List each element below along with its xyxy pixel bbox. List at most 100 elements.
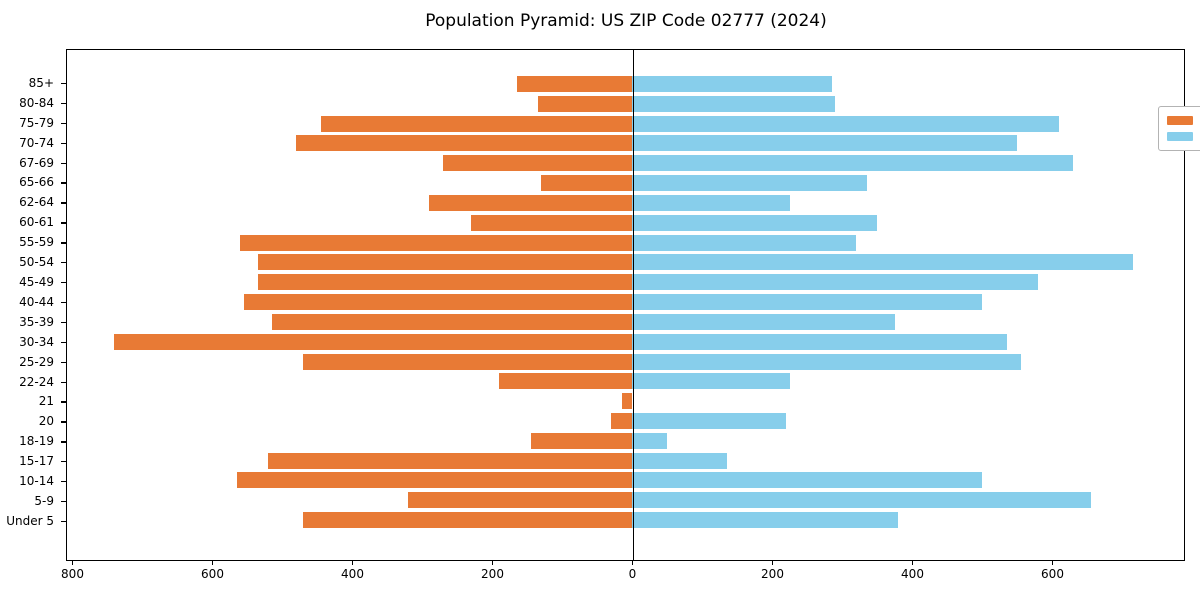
female-half (632, 294, 1184, 311)
female-bar (632, 75, 832, 92)
y-axis-tick-mark (61, 162, 66, 164)
female-bar (632, 254, 1133, 271)
female-half (632, 432, 1184, 449)
female-half (632, 353, 1184, 370)
female-half (632, 472, 1184, 489)
female-bar (632, 472, 982, 489)
male-half (67, 512, 632, 529)
y-axis-tick-mark (61, 381, 66, 383)
age-group-row (67, 510, 1184, 530)
y-axis-tick-mark (61, 182, 66, 184)
female-bar (632, 274, 1038, 291)
female-half (632, 452, 1184, 469)
y-axis-label: 25-29 (0, 352, 66, 372)
female-half (632, 492, 1184, 509)
female-bar (632, 214, 877, 231)
female-half (632, 274, 1184, 291)
male-half (67, 353, 632, 370)
y-axis-labels: 85+ 80-84 75-79 70-74 67-69 65-66 62-64 60-61 55… (0, 49, 66, 561)
plot-area: Male Female (66, 49, 1200, 561)
y-axis-label: 35-39 (0, 312, 66, 332)
x-axis-tick-label: 200 (761, 567, 784, 581)
male-bar (257, 274, 632, 291)
male-bar (499, 373, 632, 390)
y-axis-tick-mark (61, 242, 66, 244)
female-bar (632, 135, 1017, 152)
x-axis-tick-label: 400 (901, 567, 924, 581)
y-axis-label: Under 5 (0, 511, 66, 531)
age-group-row (67, 94, 1184, 114)
age-group-row (67, 252, 1184, 272)
female-bar (632, 333, 1007, 350)
female-color-swatch (1167, 132, 1193, 142)
age-group-row (67, 193, 1184, 213)
male-bar (408, 492, 632, 509)
male-half (67, 393, 632, 410)
x-axis-tick-mark (72, 560, 74, 565)
x-axis-tick-label: 0 (628, 567, 637, 581)
female-bar (632, 194, 790, 211)
female-bar (632, 234, 856, 251)
male-half (67, 492, 632, 509)
female-bar (632, 412, 786, 429)
y-axis-tick-mark (61, 262, 66, 264)
female-bar (632, 432, 667, 449)
legend-entry-male: Male (1167, 113, 1200, 127)
age-group-row (67, 332, 1184, 352)
male-half (67, 294, 632, 311)
male-half (67, 254, 632, 271)
y-axis-label: 18-19 (0, 431, 66, 451)
male-bar (271, 313, 632, 330)
age-group-row (67, 153, 1184, 173)
y-axis-label: 55-59 (0, 232, 66, 252)
y-axis-label: 65-66 (0, 173, 66, 193)
male-half (67, 95, 632, 112)
male-bar (471, 214, 632, 231)
male-bar (530, 432, 632, 449)
female-half (632, 412, 1184, 429)
x-axis-tick-label: 400 (341, 567, 364, 581)
male-bar (541, 175, 632, 192)
male-half (67, 75, 632, 92)
age-group-row (67, 133, 1184, 153)
male-bar (268, 452, 632, 469)
x-axis-tick-mark (212, 560, 214, 565)
y-axis-label: 22-24 (0, 372, 66, 392)
age-group-row (67, 471, 1184, 491)
female-half (632, 512, 1184, 529)
male-color-swatch (1167, 115, 1193, 125)
male-bar (296, 135, 632, 152)
x-axis-tick-mark (1052, 560, 1054, 565)
female-half (632, 333, 1184, 350)
age-group-row (67, 391, 1184, 411)
y-axis-tick-mark (61, 461, 66, 463)
female-bar (632, 353, 1021, 370)
legend-entry-female: Female (1167, 130, 1200, 144)
y-axis-label: 80-84 (0, 93, 66, 113)
male-half (67, 194, 632, 211)
age-group-row (67, 371, 1184, 391)
male-bar (320, 115, 632, 132)
y-axis-label: 15-17 (0, 451, 66, 471)
male-bar (257, 254, 632, 271)
bar-rows (67, 50, 1184, 560)
male-half (67, 313, 632, 330)
female-bar (632, 155, 1073, 172)
y-axis-tick-mark (61, 102, 66, 105)
male-half (67, 373, 632, 390)
y-axis-tick-mark (61, 122, 66, 125)
y-axis-label: 67-69 (0, 153, 66, 173)
male-bar (622, 393, 632, 410)
female-bar (632, 95, 835, 112)
y-axis-tick-mark (61, 82, 66, 85)
y-axis-label: 20 (0, 411, 66, 431)
male-half (67, 155, 632, 172)
age-group-row (67, 451, 1184, 471)
male-half (67, 432, 632, 449)
x-axis-tick-label: 600 (201, 567, 224, 581)
x-axis-tick-mark (352, 560, 354, 565)
y-axis-tick-mark (61, 282, 66, 284)
y-axis-tick-mark (61, 421, 66, 423)
y-axis-tick-mark (61, 222, 66, 224)
female-half (632, 313, 1184, 330)
